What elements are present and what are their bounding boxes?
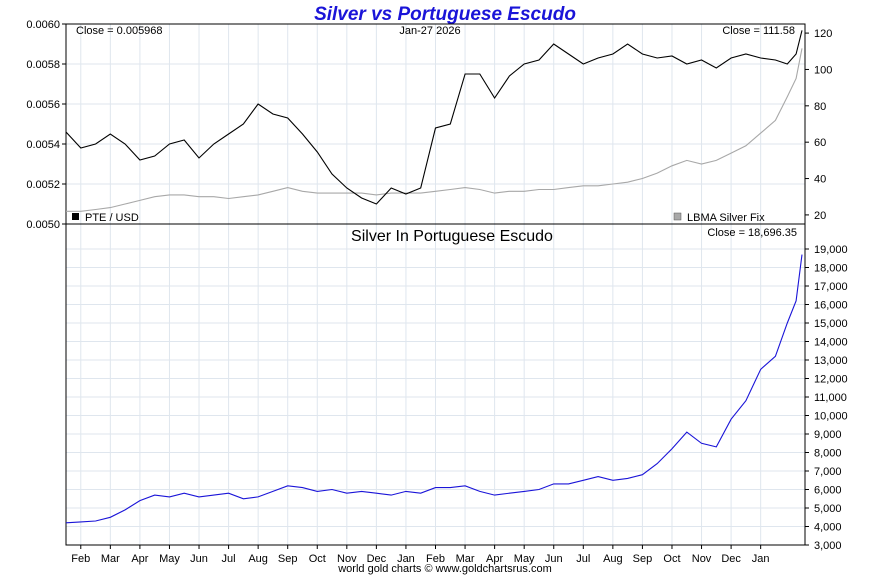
y-left-tick-label: 0.0050 bbox=[26, 219, 60, 231]
y-right-tick-label: 16,000 bbox=[814, 300, 848, 312]
x-tick-label: Mar bbox=[456, 553, 475, 565]
legend-pte-label: PTE / USD bbox=[85, 212, 139, 224]
y-right-tick-label: 6,000 bbox=[814, 485, 842, 497]
x-tick-label: Jun bbox=[190, 553, 208, 565]
y-right-tick-label: 7,000 bbox=[814, 466, 842, 478]
y-right-tick-label: 5,000 bbox=[814, 503, 842, 515]
y-right-tick-label: 3,000 bbox=[814, 540, 842, 552]
x-tick-label: Nov bbox=[337, 553, 357, 565]
x-tick-label: Sep bbox=[633, 553, 653, 565]
y-left-tick-label: 0.0056 bbox=[26, 99, 60, 111]
x-tick-label: May bbox=[159, 553, 180, 565]
x-tick-label: Aug bbox=[603, 553, 623, 565]
y-right-tick-label: 80 bbox=[814, 101, 826, 113]
silver-in-escudo-line bbox=[65, 254, 803, 524]
x-axis-months: Feb Mar Apr May Jun Jul Aug Sep Oct Nov Dec Jan Feb M… bbox=[71, 545, 770, 565]
y-right-tick-label: 17,000 bbox=[814, 281, 848, 293]
y-right-tick-label: 120 bbox=[814, 28, 832, 40]
x-tick-label: Jul bbox=[222, 553, 236, 565]
y-right-tick-label: 8,000 bbox=[814, 448, 842, 460]
x-tick-label: Dec bbox=[367, 553, 387, 565]
y-right-tick-label: 12,000 bbox=[814, 374, 848, 386]
bottom-panel-grid bbox=[66, 224, 805, 546]
top-right-axis: 20 40 60 80 100 120 bbox=[805, 28, 832, 222]
top-panel-grid bbox=[66, 23, 805, 225]
y-right-tick-label: 60 bbox=[814, 137, 826, 149]
bottom-series-lines bbox=[65, 254, 803, 524]
x-tick-label: Jan bbox=[397, 553, 415, 565]
x-tick-label: Oct bbox=[309, 553, 326, 565]
top-date: Jan-27 2026 bbox=[399, 25, 460, 37]
x-tick-label: Feb bbox=[71, 553, 90, 565]
x-tick-label: Dec bbox=[721, 553, 741, 565]
y-left-tick-label: 0.0060 bbox=[26, 19, 60, 31]
y-left-tick-label: 0.0054 bbox=[26, 139, 60, 151]
y-left-tick-label: 0.0058 bbox=[26, 59, 60, 71]
top-series-lines bbox=[65, 30, 803, 212]
silver-fix-line bbox=[66, 48, 803, 212]
pte-usd-line bbox=[65, 30, 803, 205]
top-left-axis: 0.0050 0.0052 0.0054 0.0056 0.0058 0.0060 bbox=[26, 19, 66, 231]
y-right-tick-label: 100 bbox=[814, 64, 832, 76]
y-right-tick-label: 15,000 bbox=[814, 318, 848, 330]
legend-pte-swatch bbox=[72, 213, 79, 220]
y-right-tick-label: 40 bbox=[814, 174, 826, 186]
x-tick-label: Jan bbox=[752, 553, 770, 565]
top-close-right: Close = 111.58 bbox=[722, 25, 795, 37]
x-tick-label: Aug bbox=[248, 553, 268, 565]
x-tick-label: Apr bbox=[486, 553, 503, 565]
y-right-tick-label: 14,000 bbox=[814, 337, 848, 349]
x-tick-label: Feb bbox=[426, 553, 445, 565]
y-right-tick-label: 18,000 bbox=[814, 263, 848, 275]
bottom-panel-title: Silver In Portuguese Escudo bbox=[351, 228, 553, 245]
y-right-tick-label: 9,000 bbox=[814, 429, 842, 441]
top-close-left: Close = 0.005968 bbox=[76, 25, 163, 37]
bottom-right-axis: 3,000 4,000 5,000 6,000 7,000 8,000 9,000 10,00… bbox=[805, 244, 848, 552]
bottom-close-right: Close = 18,696.35 bbox=[707, 227, 797, 239]
y-right-tick-label: 20 bbox=[814, 210, 826, 222]
x-tick-label: Jul bbox=[576, 553, 590, 565]
footer-credit: world gold charts © www.goldchartsrus.co… bbox=[337, 563, 552, 575]
x-tick-label: Jun bbox=[545, 553, 563, 565]
x-tick-label: Oct bbox=[663, 553, 680, 565]
legend-silver-label: LBMA Silver Fix bbox=[687, 212, 765, 224]
x-tick-label: Nov bbox=[692, 553, 712, 565]
y-right-tick-label: 10,000 bbox=[814, 411, 848, 423]
legend-silver-swatch bbox=[673, 212, 682, 221]
y-right-tick-label: 19,000 bbox=[814, 244, 848, 256]
y-right-tick-label: 13,000 bbox=[814, 355, 848, 367]
chart-title: Silver vs Portuguese Escudo bbox=[314, 4, 576, 25]
x-tick-label: May bbox=[514, 553, 535, 565]
x-tick-label: Apr bbox=[131, 553, 148, 565]
x-tick-label: Sep bbox=[278, 553, 298, 565]
y-right-tick-label: 11,000 bbox=[814, 392, 847, 404]
x-tick-label: Mar bbox=[101, 553, 120, 565]
y-left-tick-label: 0.0052 bbox=[26, 179, 60, 191]
y-right-tick-label: 4,000 bbox=[814, 522, 842, 534]
